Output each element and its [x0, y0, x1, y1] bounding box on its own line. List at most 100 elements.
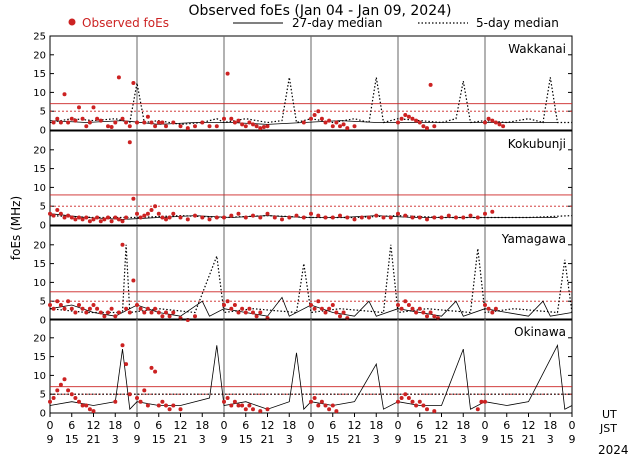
y-tick-label: 10	[33, 371, 46, 382]
observed-point	[80, 306, 85, 311]
observed-point	[461, 215, 466, 220]
y-tick-label: 15	[33, 164, 46, 175]
observed-point	[327, 306, 332, 311]
observed-point	[367, 215, 371, 220]
observed-point	[98, 219, 103, 224]
observed-point	[91, 303, 96, 307]
ut-tick-label: 12	[435, 419, 449, 432]
observed-point	[77, 105, 81, 110]
observed-point	[236, 310, 241, 315]
observed-point	[84, 124, 89, 129]
observed-point	[135, 120, 139, 125]
ut-tick-label: 12	[522, 419, 536, 432]
observed-point	[432, 215, 437, 220]
jst-tick-label: 21	[522, 433, 536, 446]
jst-tick-label: 21	[348, 433, 362, 446]
observed-point	[399, 396, 404, 400]
observed-point	[149, 120, 154, 125]
ut-tick-label: 18	[543, 419, 557, 432]
observed-point	[251, 310, 255, 315]
observed-point	[178, 407, 183, 412]
observed-point	[138, 215, 143, 220]
panel-wakkanai: 0 5 10 15 20 25 Wakkanai	[33, 32, 573, 137]
observed-point	[330, 303, 335, 307]
observed-point	[149, 365, 154, 370]
observed-point	[102, 217, 107, 222]
jst-tick-label: 15	[500, 433, 514, 446]
observed-point	[309, 211, 313, 216]
observed-point	[236, 403, 241, 408]
observed-point	[55, 299, 60, 304]
observed-point	[109, 219, 114, 224]
observed-point	[319, 116, 324, 121]
observed-point	[171, 211, 176, 216]
ut-tick-label: 0	[308, 419, 315, 432]
median27-series	[49, 343, 573, 411]
observed-point	[403, 392, 408, 397]
observed-point	[167, 407, 172, 412]
observed-point	[138, 306, 143, 311]
observed-point	[240, 122, 245, 127]
observed-point	[48, 399, 52, 404]
observed-point	[446, 213, 451, 218]
observed-point	[417, 215, 422, 220]
observed-point	[454, 215, 458, 220]
observed-point	[193, 124, 197, 129]
observed-point	[396, 211, 400, 216]
observed-point	[240, 306, 245, 311]
observed-point	[345, 215, 350, 220]
observed-point	[153, 124, 158, 129]
observed-point	[102, 314, 107, 319]
x-axis: 0961512211830961512211830961512211830961…	[47, 413, 576, 457]
y-tick-label: 20	[33, 240, 46, 251]
observed-point	[116, 75, 121, 80]
observed-point	[316, 403, 321, 408]
observed-point	[243, 407, 248, 412]
observed-point	[51, 213, 56, 218]
observed-point	[160, 215, 165, 220]
observed-point	[51, 306, 56, 311]
y-tick-label: 15	[33, 259, 46, 270]
jst-tick-label: 21	[261, 433, 275, 446]
y-tick-label: 5	[40, 297, 46, 308]
ut-tick-label: 18	[456, 419, 470, 432]
jst-tick-label: 15	[326, 433, 340, 446]
observed-point	[171, 120, 176, 125]
ut-axis-label: UT	[602, 408, 617, 421]
observed-point	[497, 122, 502, 127]
observed-point	[91, 105, 96, 110]
observed-point	[171, 403, 176, 408]
observed-point	[91, 409, 96, 414]
station-name: Wakkanai	[508, 42, 566, 56]
observed-point	[341, 122, 346, 127]
observed-point	[113, 314, 118, 319]
observed-point	[113, 120, 118, 125]
observed-point	[501, 124, 506, 129]
ut-tick-label: 12	[87, 419, 101, 432]
observed-point	[403, 113, 408, 117]
observed-point	[309, 116, 313, 121]
observed-point	[251, 407, 255, 412]
observed-point	[120, 343, 125, 348]
observed-point	[319, 306, 324, 311]
observed-point	[410, 116, 415, 121]
observed-point	[200, 215, 205, 220]
observed-point	[229, 213, 234, 218]
observed-point	[84, 215, 89, 220]
observed-point	[243, 310, 248, 315]
observed-point	[167, 215, 172, 220]
jst-tick-label: 3	[286, 433, 293, 446]
observed-point	[316, 109, 321, 114]
observed-point	[265, 124, 270, 129]
ut-tick-label: 18	[369, 419, 383, 432]
observed-point	[258, 310, 263, 315]
observed-point	[301, 215, 306, 220]
observed-point	[486, 116, 491, 121]
observed-point	[254, 124, 259, 129]
observed-point	[475, 215, 480, 220]
y-axis-label: foEs (MHz)	[9, 196, 23, 260]
observed-point	[232, 399, 237, 404]
observed-point	[153, 204, 158, 209]
observed-point	[87, 219, 92, 224]
observed-point	[106, 215, 110, 220]
